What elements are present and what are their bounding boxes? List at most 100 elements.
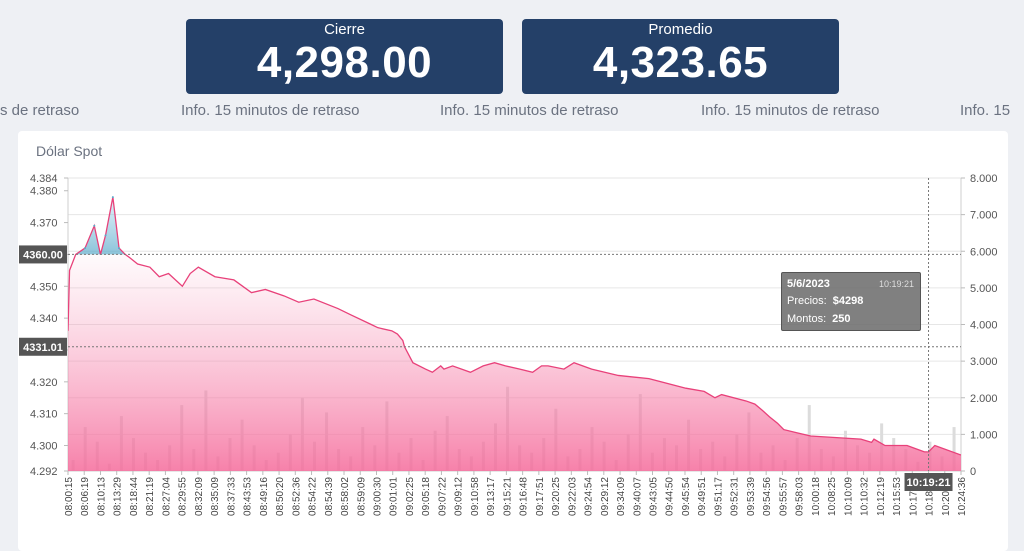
crosshair: 4360.00 4331.01 10:19:21 bbox=[19, 178, 961, 491]
x-tick-label: 09:02:25 bbox=[405, 477, 416, 516]
ticker-segment: Info. 15 minutos de retraso bbox=[181, 102, 360, 119]
x-tick-label: 09:52:31 bbox=[730, 477, 741, 516]
x-tick-label: 10:24:36 bbox=[957, 477, 968, 516]
ticker-segment: Info. 15 minutos de retraso bbox=[701, 102, 880, 119]
x-tick-label: 09:05:18 bbox=[421, 477, 432, 516]
above-open-area bbox=[68, 197, 961, 255]
x-tick-label: 08:58:02 bbox=[340, 477, 351, 516]
x-tick-label: 09:01:01 bbox=[389, 477, 400, 516]
ticker-segment: Info. 15 minutos de retraso bbox=[440, 102, 619, 119]
x-tick-label: 09:51:17 bbox=[713, 477, 724, 516]
tooltip-price-row: Precios: $4298 bbox=[787, 295, 863, 307]
crosshair-bottom-price: 4331.01 bbox=[23, 342, 63, 354]
x-tick-label: 08:10:13 bbox=[96, 477, 107, 516]
x-tick-label: 09:45:54 bbox=[681, 477, 692, 516]
price-point bbox=[111, 196, 114, 199]
close-price-card: Cierre 4,298.00 bbox=[186, 19, 503, 94]
x-tick-label: 10:10:09 bbox=[843, 477, 854, 516]
x-axis-ticks: 08:00:15 08:06:19 08:10:13 08:13:29 08:18:44… bbox=[64, 471, 968, 516]
left-tick-label: 4.320 bbox=[30, 377, 58, 389]
crosshair-price-box bbox=[19, 245, 67, 264]
x-tick-label: 09:34:09 bbox=[616, 477, 627, 516]
right-tick-label: 7.000 bbox=[970, 210, 998, 222]
left-tick-label: 4.384 bbox=[30, 173, 58, 185]
x-tick-label: 10:18:41 bbox=[925, 477, 936, 516]
x-tick-label: 08:54:22 bbox=[308, 477, 319, 516]
x-tick-label: 09:15:21 bbox=[502, 477, 513, 516]
x-tick-label: 10:00:18 bbox=[811, 477, 822, 516]
close-label: Cierre bbox=[324, 21, 365, 38]
x-tick-label: 08:00:15 bbox=[64, 477, 75, 516]
right-tick-label: 6.000 bbox=[970, 246, 998, 258]
x-tick-label: 09:40:07 bbox=[632, 477, 643, 516]
left-tick-label: 4.300 bbox=[30, 441, 58, 453]
below-open-area bbox=[68, 254, 961, 471]
close-value: 4,298.00 bbox=[256, 38, 433, 87]
chart-title: Dólar Spot bbox=[36, 143, 103, 159]
x-tick-label: 09:53:39 bbox=[746, 477, 757, 516]
x-tick-label: 09:29:12 bbox=[600, 477, 611, 516]
ticker-segment: Info. 15 bbox=[960, 102, 1011, 119]
price-line bbox=[68, 196, 961, 456]
average-label: Promedio bbox=[648, 21, 713, 38]
x-tick-label: 09:54:56 bbox=[762, 477, 773, 516]
x-tick-label: 09:44:50 bbox=[665, 477, 676, 516]
right-tick-label: 2.000 bbox=[970, 393, 998, 405]
x-tick-label: 10:17:18 bbox=[908, 477, 919, 516]
left-tick-label: 4.370 bbox=[30, 218, 58, 230]
x-tick-label: 08:32:09 bbox=[194, 477, 205, 516]
x-tick-label: 10:20:22 bbox=[941, 477, 952, 516]
x-tick-label: 08:35:09 bbox=[210, 477, 221, 516]
tooltip-amount-value: 250 bbox=[832, 313, 851, 325]
right-tick-label: 1.000 bbox=[970, 429, 998, 441]
tooltip-time: 10:19:21 bbox=[878, 279, 914, 289]
ticker-segment: s de retraso bbox=[0, 102, 80, 119]
price-volume-chart[interactable]: 4.3844.3804.3704.3604.3504.3404.3304.320… bbox=[0, 0, 1024, 530]
crosshair-top-price: 4360.00 bbox=[23, 249, 63, 261]
x-tick-label: 09:24:54 bbox=[584, 477, 595, 516]
right-tick-label: 0 bbox=[970, 466, 976, 478]
x-tick-label: 08:50:20 bbox=[275, 477, 286, 516]
x-tick-label: 08:18:44 bbox=[129, 477, 140, 516]
right-tick-label: 5.000 bbox=[970, 283, 998, 295]
x-tick-label: 09:20:25 bbox=[551, 477, 562, 516]
x-tick-label: 09:07:22 bbox=[437, 477, 448, 516]
x-tick-label: 08:06:19 bbox=[80, 477, 91, 516]
x-tick-label: 09:17:51 bbox=[535, 477, 546, 516]
tooltip-date: 5/6/2023 bbox=[787, 278, 830, 290]
tooltip-amount-row: Montos: 250 bbox=[787, 313, 851, 325]
x-tick-label: 09:13:17 bbox=[486, 477, 497, 516]
x-tick-label: 10:08:25 bbox=[827, 477, 838, 516]
average-value: 4,323.65 bbox=[592, 38, 769, 87]
crosshair-time-label: 10:19:21 bbox=[906, 477, 950, 489]
delay-ticker: s de retraso Info. 15 minutos de retraso… bbox=[0, 102, 1024, 122]
x-tick-label: 08:21:19 bbox=[145, 477, 156, 516]
x-tick-label: 09:55:57 bbox=[778, 477, 789, 516]
x-tick-label: 08:13:29 bbox=[113, 477, 124, 516]
crosshair-price-box bbox=[19, 337, 67, 356]
x-tick-label: 09:00:30 bbox=[372, 477, 383, 516]
price-point bbox=[84, 247, 87, 250]
volume-bar bbox=[952, 427, 956, 471]
x-tick-label: 09:16:48 bbox=[519, 477, 530, 516]
x-tick-label: 08:43:53 bbox=[243, 477, 254, 516]
tooltip-price-value: $4298 bbox=[832, 295, 864, 307]
tooltip-amount-label: Montos: bbox=[787, 313, 827, 325]
x-tick-label: 09:22:03 bbox=[567, 477, 578, 516]
x-tick-label: 08:27:04 bbox=[161, 477, 172, 516]
price-point bbox=[118, 247, 121, 250]
right-axis-ticks: 8.000 7.000 6.000 5.000 4.000 3.000 2.000 1.000… bbox=[961, 173, 998, 478]
price-point bbox=[93, 224, 96, 227]
x-tick-label: 09:58:03 bbox=[795, 477, 806, 516]
average-price-card: Promedio 4,323.65 bbox=[522, 19, 839, 94]
x-tick-label: 08:59:09 bbox=[356, 477, 367, 516]
x-tick-label: 08:49:16 bbox=[259, 477, 270, 516]
left-tick-label: 4.292 bbox=[30, 466, 58, 478]
data-tooltip: 5/6/2023 10:19:21 Precios: $4298 Montos: 2… bbox=[781, 272, 921, 331]
x-tick-label: 08:52:36 bbox=[291, 477, 302, 516]
x-tick-label: 10:15:53 bbox=[892, 477, 903, 516]
left-axis-ticks: 4.3844.3804.3704.3604.3504.3404.3304.320… bbox=[30, 173, 68, 478]
x-tick-label: 08:29:55 bbox=[178, 477, 189, 516]
right-tick-label: 3.000 bbox=[970, 356, 998, 368]
left-tick-label: 4.310 bbox=[30, 409, 58, 421]
